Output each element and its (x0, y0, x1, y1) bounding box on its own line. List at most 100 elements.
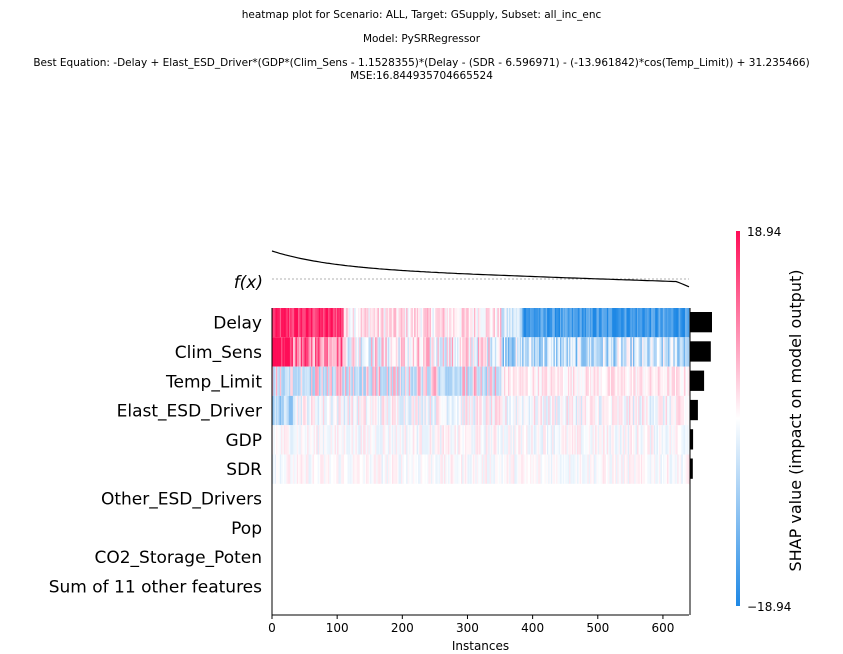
heatmap-cell (662, 337, 665, 368)
heatmap-cell (447, 454, 450, 485)
heatmap-cell (402, 454, 405, 485)
heatmap-cell (483, 366, 485, 397)
heatmap-cell (401, 337, 403, 368)
feature-label-7: Pop (231, 519, 262, 539)
heatmap-cell (545, 308, 548, 338)
heatmap-cell (412, 454, 415, 485)
heatmap-cell (387, 308, 390, 338)
heatmap-cell (540, 395, 543, 426)
heatmap-cell (576, 454, 579, 485)
heatmap-cell (546, 308, 549, 338)
x-tick-label-500: 500 (586, 621, 609, 635)
heatmap-cell (506, 337, 509, 368)
heatmap-cell (316, 366, 319, 397)
heatmap-cell (335, 308, 338, 338)
heatmap-cell (513, 366, 515, 397)
heatmap-cell (583, 337, 586, 368)
heatmap-cell (373, 308, 376, 338)
heatmap-cell (391, 337, 394, 368)
heatmap-cell (616, 425, 618, 455)
heatmap-cell (484, 454, 487, 485)
heatmap-cell (500, 454, 502, 485)
heatmap-cell (664, 366, 666, 397)
heatmap-cell (356, 454, 359, 485)
heatmap-cell (501, 366, 504, 397)
heatmap-cell (660, 425, 663, 455)
heatmap-cell (674, 337, 677, 368)
heatmap-cell (497, 366, 500, 397)
heatmap-cell (493, 308, 496, 338)
heatmap-cell (408, 395, 411, 426)
heatmap-cell (385, 308, 388, 338)
heatmap-cell (673, 454, 676, 485)
heatmap-cell (275, 395, 278, 426)
heatmap-cell (381, 454, 384, 485)
heatmap-cell (600, 337, 603, 368)
heatmap-cell (484, 425, 487, 455)
heatmap-cell (527, 308, 530, 338)
heatmap-cell (356, 337, 359, 368)
heatmap-cell (673, 308, 676, 338)
heatmap-cell (643, 366, 646, 397)
heatmap-cell (545, 454, 548, 485)
heatmap-cell (329, 395, 332, 426)
heatmap-cell (651, 337, 653, 368)
heatmap-cell (457, 395, 459, 426)
heatmap-cell (386, 395, 389, 426)
heatmap-cell (311, 308, 313, 338)
heatmap-cell (682, 395, 685, 426)
chart-title: heatmap plot for Scenario: ALL, Target: … (0, 9, 843, 83)
heatmap-cell (300, 425, 303, 455)
heatmap-cell (520, 454, 523, 485)
heatmap-cell (655, 366, 657, 397)
heatmap-cell (496, 337, 498, 368)
heatmap-cell (360, 395, 363, 426)
heatmap-cell (343, 308, 346, 338)
heatmap-cell (371, 308, 373, 338)
heatmap-cell (567, 395, 570, 426)
heatmap-cell (399, 337, 402, 368)
heatmap-cell (444, 395, 446, 426)
heatmap-cell (275, 425, 278, 455)
heatmap-cell (382, 366, 385, 397)
heatmap-cell (298, 308, 300, 338)
heatmap-cell (305, 366, 308, 397)
heatmap-cell (493, 395, 496, 426)
heatmap-cell (441, 425, 444, 455)
heatmap-cell (649, 425, 652, 455)
heatmap-cell (441, 366, 444, 397)
heatmap-cell (532, 366, 535, 397)
heatmap-cell (342, 337, 345, 368)
heatmap-cell (341, 425, 343, 455)
heatmap-cell (468, 425, 471, 455)
heatmap-cell (484, 366, 487, 397)
heatmap-cell (360, 366, 363, 397)
heatmap-cell (286, 395, 289, 426)
heatmap-cell (459, 366, 462, 397)
heatmap-cell (473, 395, 476, 426)
heatmap-cell (347, 308, 350, 338)
heatmap-cell (554, 395, 557, 426)
heatmap-cell (666, 395, 669, 426)
heatmap-cell (352, 337, 355, 368)
heatmap-cell (339, 395, 342, 426)
heatmap-cell (402, 308, 405, 338)
heatmap-cell (610, 395, 613, 426)
heatmap-cell (328, 425, 330, 455)
heatmap-cell (591, 308, 593, 338)
x-axis-label: Instances (452, 639, 509, 653)
heatmap-cell (664, 425, 666, 455)
heatmap-cell (436, 395, 438, 426)
heatmap-cell (571, 366, 574, 397)
heatmap-cell (395, 425, 398, 455)
heatmap-cell (537, 395, 540, 426)
heatmap-cell (642, 395, 644, 426)
heatmap-cell (573, 395, 575, 426)
heatmap-cell (299, 454, 302, 485)
heatmap-cell (421, 366, 424, 397)
heatmap-cell (490, 395, 493, 426)
heatmap-cell (562, 308, 565, 338)
heatmap-cell (480, 337, 483, 368)
heatmap-cell (278, 425, 281, 455)
heatmap-cell (403, 308, 406, 338)
